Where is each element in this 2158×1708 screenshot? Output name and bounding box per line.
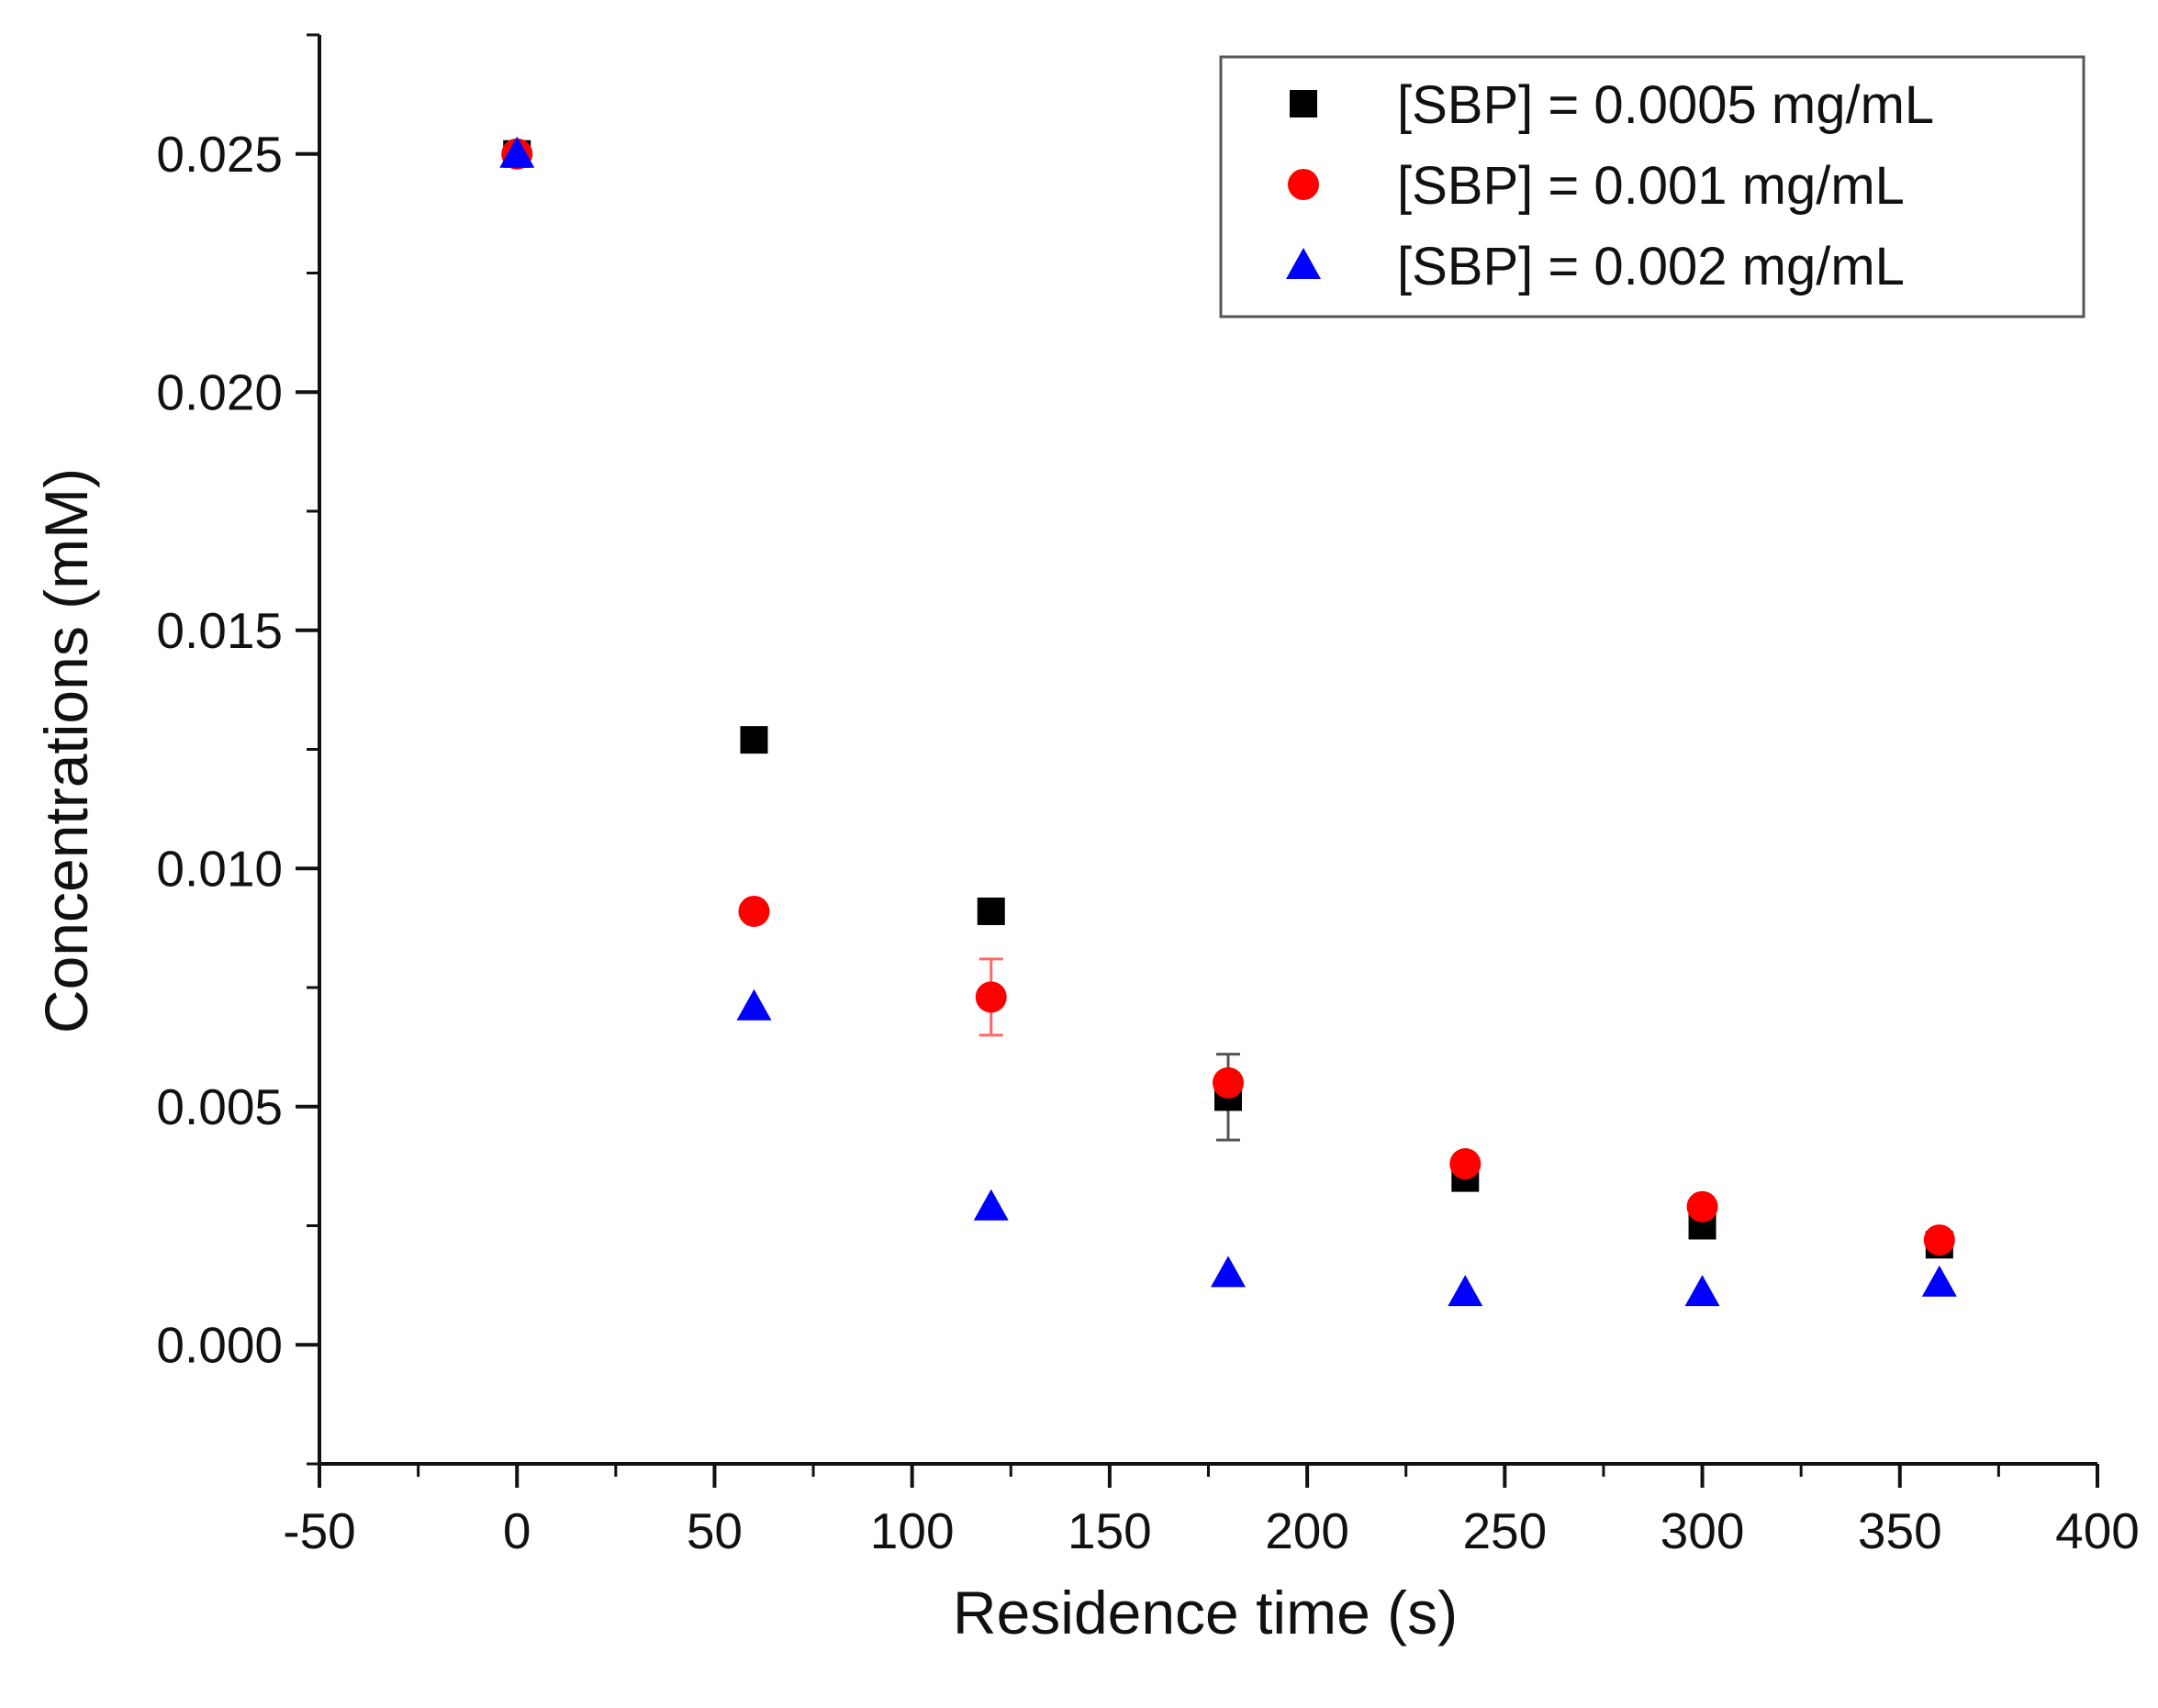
x-tick-label: 250 xyxy=(1462,1502,1547,1559)
data-point-triangle xyxy=(1211,1256,1247,1288)
y-tick-label: 0.000 xyxy=(156,1316,283,1373)
data-point-triangle xyxy=(499,136,535,168)
x-tick-label: 100 xyxy=(870,1502,955,1559)
data-point-square xyxy=(977,897,1005,925)
x-tick-label: 400 xyxy=(2055,1502,2140,1559)
x-axis-ticks: -50 0 50 100 150 200 250 300 350 400 xyxy=(283,1464,2140,1559)
data-point-triangle xyxy=(736,988,772,1021)
legend-label: [SBP] = 0.0005 mg/mL xyxy=(1397,75,1934,135)
data-point-circle xyxy=(1213,1066,1245,1099)
data-point-triangle xyxy=(1448,1275,1483,1307)
data-point-circle xyxy=(1923,1224,1955,1256)
y-tick-label: 0.010 xyxy=(156,840,283,897)
series-2 xyxy=(501,138,1955,1256)
x-tick-label: 200 xyxy=(1265,1502,1349,1559)
data-point-triangle xyxy=(1921,1265,1957,1297)
data-point-triangle xyxy=(973,1189,1009,1221)
x-tick-label: 0 xyxy=(503,1502,531,1559)
x-tick-label: 50 xyxy=(687,1502,743,1559)
data-point-circle xyxy=(1449,1148,1482,1180)
legend: [SBP] = 0.0005 mg/mL [SBP] = 0.001 mg/mL [… xyxy=(1219,55,2085,318)
legend-label: [SBP] = 0.002 mg/mL xyxy=(1397,237,1905,296)
data-point-circle xyxy=(1686,1190,1718,1222)
x-tick-label: 300 xyxy=(1660,1502,1745,1559)
x-tick-label: 350 xyxy=(1858,1502,1942,1559)
y-tick-label: 0.020 xyxy=(156,363,283,420)
data-points xyxy=(499,136,1957,1307)
data-point-circle xyxy=(975,981,1007,1013)
legend-marker-square xyxy=(1290,90,1317,117)
x-axis-title: Residence time (s) xyxy=(953,1579,1458,1647)
legend-label: [SBP] = 0.001 mg/mL xyxy=(1397,156,1905,216)
x-tick-label: -50 xyxy=(283,1502,356,1559)
data-point-triangle xyxy=(1684,1275,1720,1307)
legend-box xyxy=(1219,55,2085,318)
legend-marker-triangle xyxy=(1286,248,1321,279)
y-tick-label: 0.025 xyxy=(156,126,283,183)
data-point-square xyxy=(740,726,768,754)
legend-marker-circle xyxy=(1288,169,1319,200)
x-tick-label: 150 xyxy=(1068,1502,1152,1559)
data-point-circle xyxy=(738,895,770,927)
y-tick-label: 0.005 xyxy=(156,1078,283,1135)
y-axis-ticks: 0.000 0.005 0.010 0.015 0.020 0.025 xyxy=(156,33,319,1466)
y-tick-label: 0.015 xyxy=(156,602,283,659)
y-axis-title: Concentrations (mM) xyxy=(32,468,100,1033)
series-3 xyxy=(499,136,1957,1307)
